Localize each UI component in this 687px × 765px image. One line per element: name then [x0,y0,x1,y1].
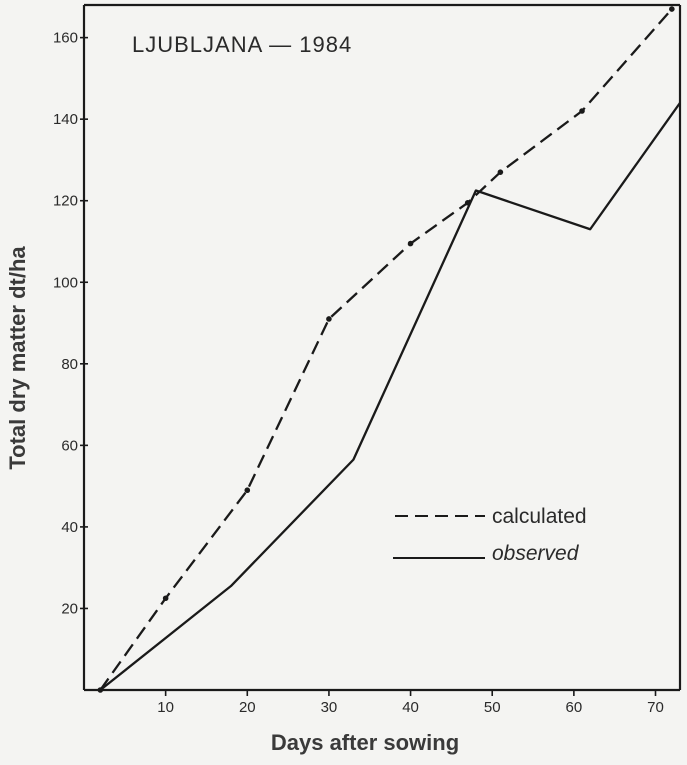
legend: calculated observed [393,505,587,565]
x-tick-label: 30 [321,699,338,716]
y-tick-label: 40 [61,519,78,536]
data-point-calculated [326,316,332,322]
chart-title: LJUBLJANA — 1984 [132,32,352,57]
series-line-observed [99,102,681,691]
y-tick-label: 160 [53,30,78,47]
legend-observed-label: observed [492,542,580,565]
y-axis-title: Total dry matter dt/ha [5,246,30,470]
x-tick-label: 40 [402,699,419,716]
y-tick-label: 20 [61,600,78,617]
y-tick-label: 80 [61,356,78,373]
x-tick-label: 70 [647,699,664,716]
y-ticks: 20 40 60 80 100 120 140 160 [53,30,88,617]
x-tick-label: 60 [566,699,583,716]
series-layer [97,6,681,693]
y-tick-label: 60 [61,437,78,454]
x-tick-label: 10 [157,699,174,716]
data-point-calculated [669,6,675,12]
data-point-calculated [579,108,585,114]
x-tick-label: 20 [239,699,256,716]
y-tick-label: 120 [53,193,78,210]
legend-calculated-label: calculated [492,505,587,528]
x-tick-label: 50 [484,699,501,716]
data-point-calculated [407,240,414,247]
data-point-calculated [162,595,169,602]
x-ticks: 10 20 30 40 50 60 70 [157,690,664,716]
y-tick-label: 100 [53,274,78,291]
series-line-calculated [99,8,673,691]
y-tick-label: 140 [53,111,78,128]
x-axis-title: Days after sowing [271,730,459,755]
data-point-calculated [497,169,504,175]
data-point-calculated [244,487,251,494]
